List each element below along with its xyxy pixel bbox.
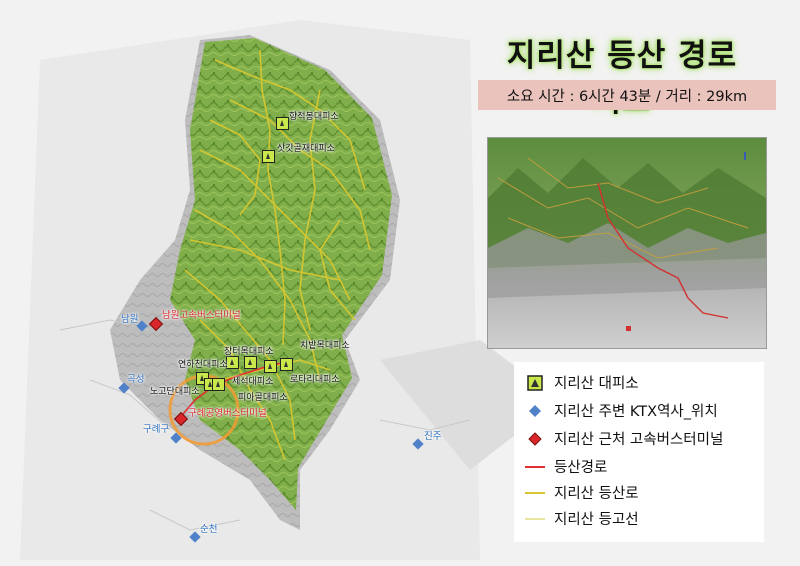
shelter-marker[interactable] — [212, 378, 225, 391]
bus-diamond-icon — [524, 431, 546, 447]
shelter-marker[interactable] — [226, 356, 239, 369]
shelter-label: 치밭목대피소 — [300, 341, 350, 351]
legend-trail: 지리산 등산로 — [524, 482, 639, 503]
shelter-label: 삿갓골재대피소 — [277, 144, 335, 154]
shelter-marker[interactable] — [244, 356, 257, 369]
shelter-marker[interactable] — [264, 360, 277, 373]
terrain-inset-3d — [487, 137, 767, 349]
shelter-label: 세석대피소 — [232, 377, 274, 387]
ktx-station-label: 진주 — [424, 431, 442, 442]
trail-line-icon — [524, 485, 546, 501]
map-title: 지리산 등산 경로 지도 — [506, 38, 738, 119]
route-info-text: 소요 시간 : 6시간 43분 / 거리 : 29km — [506, 88, 748, 105]
inset-route — [597, 182, 729, 319]
shelter-label: 노고단대피소 — [150, 387, 200, 397]
legend-shelter-label: 지리산 대피소 — [554, 376, 639, 392]
shelter-marker[interactable] — [276, 117, 289, 130]
legend-shelter: 지리산 대피소 — [524, 372, 639, 393]
inset-bus-marker — [626, 326, 631, 331]
shelter-marker[interactable] — [280, 358, 293, 371]
route-line-icon — [524, 459, 546, 475]
legend-contour: 지리산 등고선 — [524, 508, 639, 529]
ktx-station-label: 구례구 — [143, 424, 170, 435]
shelter-label: 연하천대피소 — [178, 360, 228, 370]
legend-contour-label: 지리산 등고선 — [554, 512, 639, 528]
route-info-bar: 소요 시간 : 6시간 43분 / 거리 : 29km — [478, 80, 776, 110]
shelter-label: 로타리대피소 — [290, 375, 340, 385]
shelter-label: 향적봉대피소 — [289, 112, 339, 122]
legend-route-label: 등산경로 — [554, 460, 608, 476]
legend-box: 지리산 대피소 지리산 주변 KTX역사_위치 지리산 근처 고속버스터미널 등… — [514, 362, 764, 542]
legend-ktx-label: 지리산 주변 KTX역사_위치 — [554, 404, 718, 420]
ktx-station-label: 순천 — [200, 524, 218, 535]
ktx-station-label: 곡성 — [127, 374, 145, 385]
shelter-icon — [524, 374, 546, 391]
contour-line-icon — [524, 511, 546, 527]
legend-trail-label: 지리산 등산로 — [554, 486, 639, 502]
shelter-marker[interactable] — [262, 150, 275, 163]
shelter-label: 피아골대피소 — [238, 393, 288, 403]
bus-terminal-label: 구례공영버스터미널 — [188, 408, 267, 419]
shelter-label: 장터목대피소 — [224, 347, 274, 357]
park-terrain — [170, 38, 392, 510]
legend-bus: 지리산 근처 고속버스터미널 — [524, 428, 723, 449]
legend-bus-label: 지리산 근처 고속버스터미널 — [554, 432, 724, 448]
ktx-station-label: 남원 — [121, 314, 139, 325]
bus-terminal-label: 남원고속버스터미널 — [162, 310, 241, 321]
ktx-diamond-icon — [524, 403, 546, 419]
legend-route: 등산경로 — [524, 456, 607, 477]
legend-ktx: 지리산 주변 KTX역사_위치 — [524, 400, 718, 421]
